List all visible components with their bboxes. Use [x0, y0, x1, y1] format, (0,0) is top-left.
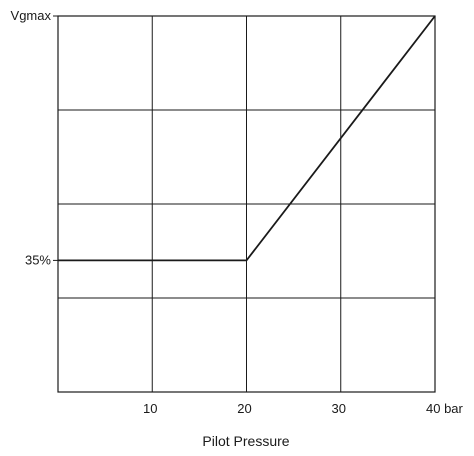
series-group — [58, 15, 436, 262]
x-tick-label: 40 bar — [426, 401, 464, 416]
y-tick-label: Vgmax — [11, 8, 52, 23]
series-line — [58, 15, 436, 262]
x-axis-title: Pilot Pressure — [202, 433, 289, 449]
y-tick-label: 35% — [25, 252, 51, 267]
grid — [58, 16, 435, 392]
x-tick-label: 20 — [237, 401, 251, 416]
y-axis: 35% Vgmax — [11, 8, 58, 267]
x-tick-label: 10 — [143, 401, 157, 416]
x-tick-label: 30 — [332, 401, 346, 416]
x-axis: 10 20 30 40 bar — [143, 401, 464, 416]
